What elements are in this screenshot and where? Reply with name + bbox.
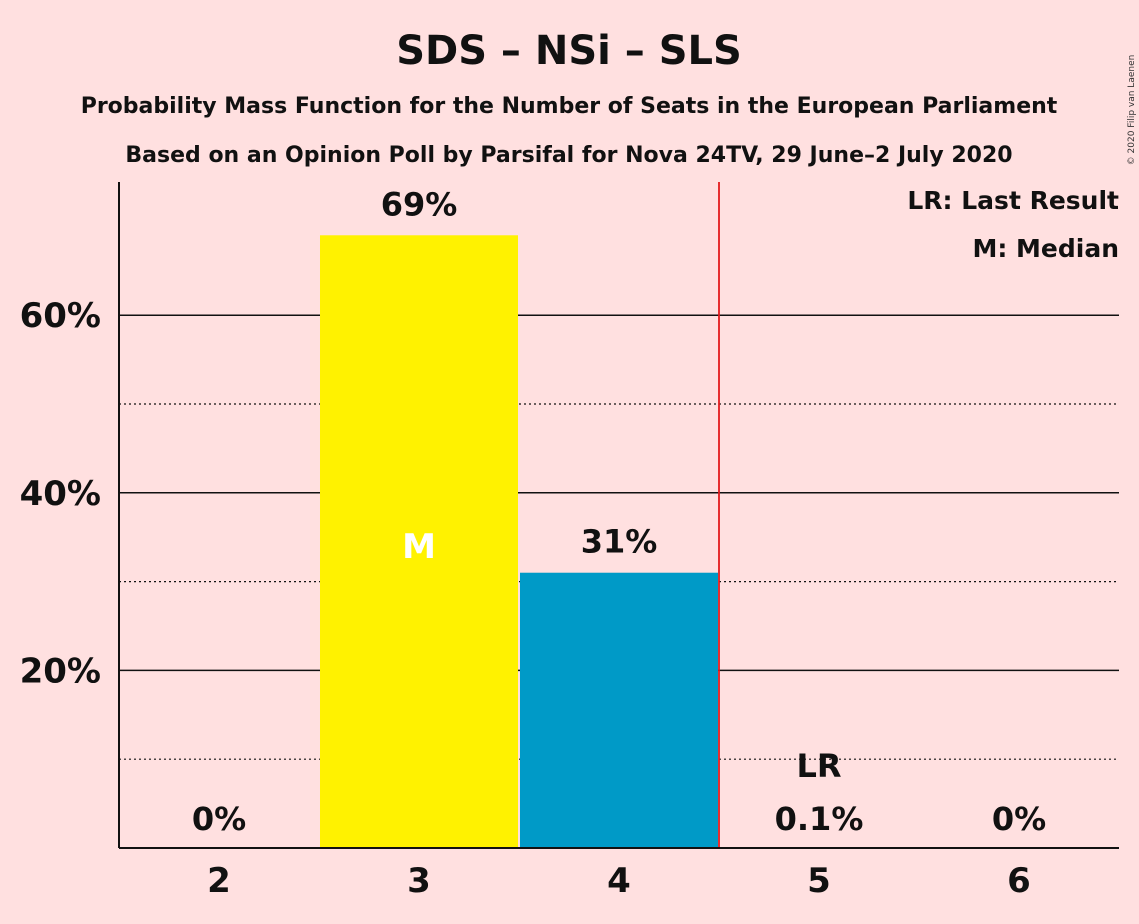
copyright-text: © 2020 Filip van Laenen — [1127, 55, 1137, 166]
x-tick-label: 5 — [807, 861, 831, 901]
legend: LR: Last Result M: Median — [907, 186, 1119, 263]
value-label-2: 0% — [192, 800, 246, 838]
chart-subtitle-2: Based on an Opinion Poll by Parsifal for… — [125, 143, 1012, 168]
x-tick-label: 6 — [1007, 861, 1031, 901]
bar-3 — [320, 235, 518, 848]
value-label-6: 0% — [992, 800, 1046, 838]
y-tick-label: 60% — [20, 296, 101, 336]
value-labels: 0% 69% 31% 0.1% 0% M LR — [192, 185, 1046, 838]
bar-4 — [520, 572, 718, 848]
y-tick-label: 20% — [20, 651, 101, 691]
y-tick-label: 40% — [20, 474, 101, 514]
x-tick-label: 2 — [207, 861, 231, 901]
median-marker: M — [402, 527, 436, 567]
legend-entry: LR: Last Result — [907, 186, 1119, 215]
legend-entry: M: Median — [972, 234, 1119, 263]
value-label-4: 31% — [581, 523, 658, 561]
chart-title: SDS – NSi – SLS — [396, 28, 742, 74]
x-tick-label: 4 — [607, 861, 631, 901]
value-label-3: 69% — [381, 185, 458, 223]
chart-subtitle: Probability Mass Function for the Number… — [81, 94, 1058, 119]
bars — [320, 182, 918, 848]
value-label-5: 0.1% — [775, 800, 864, 838]
x-tick-label: 3 — [407, 861, 431, 901]
axes: 20% 40% 60% 2 3 4 5 6 — [20, 182, 1119, 901]
last-result-marker: LR — [796, 747, 841, 785]
